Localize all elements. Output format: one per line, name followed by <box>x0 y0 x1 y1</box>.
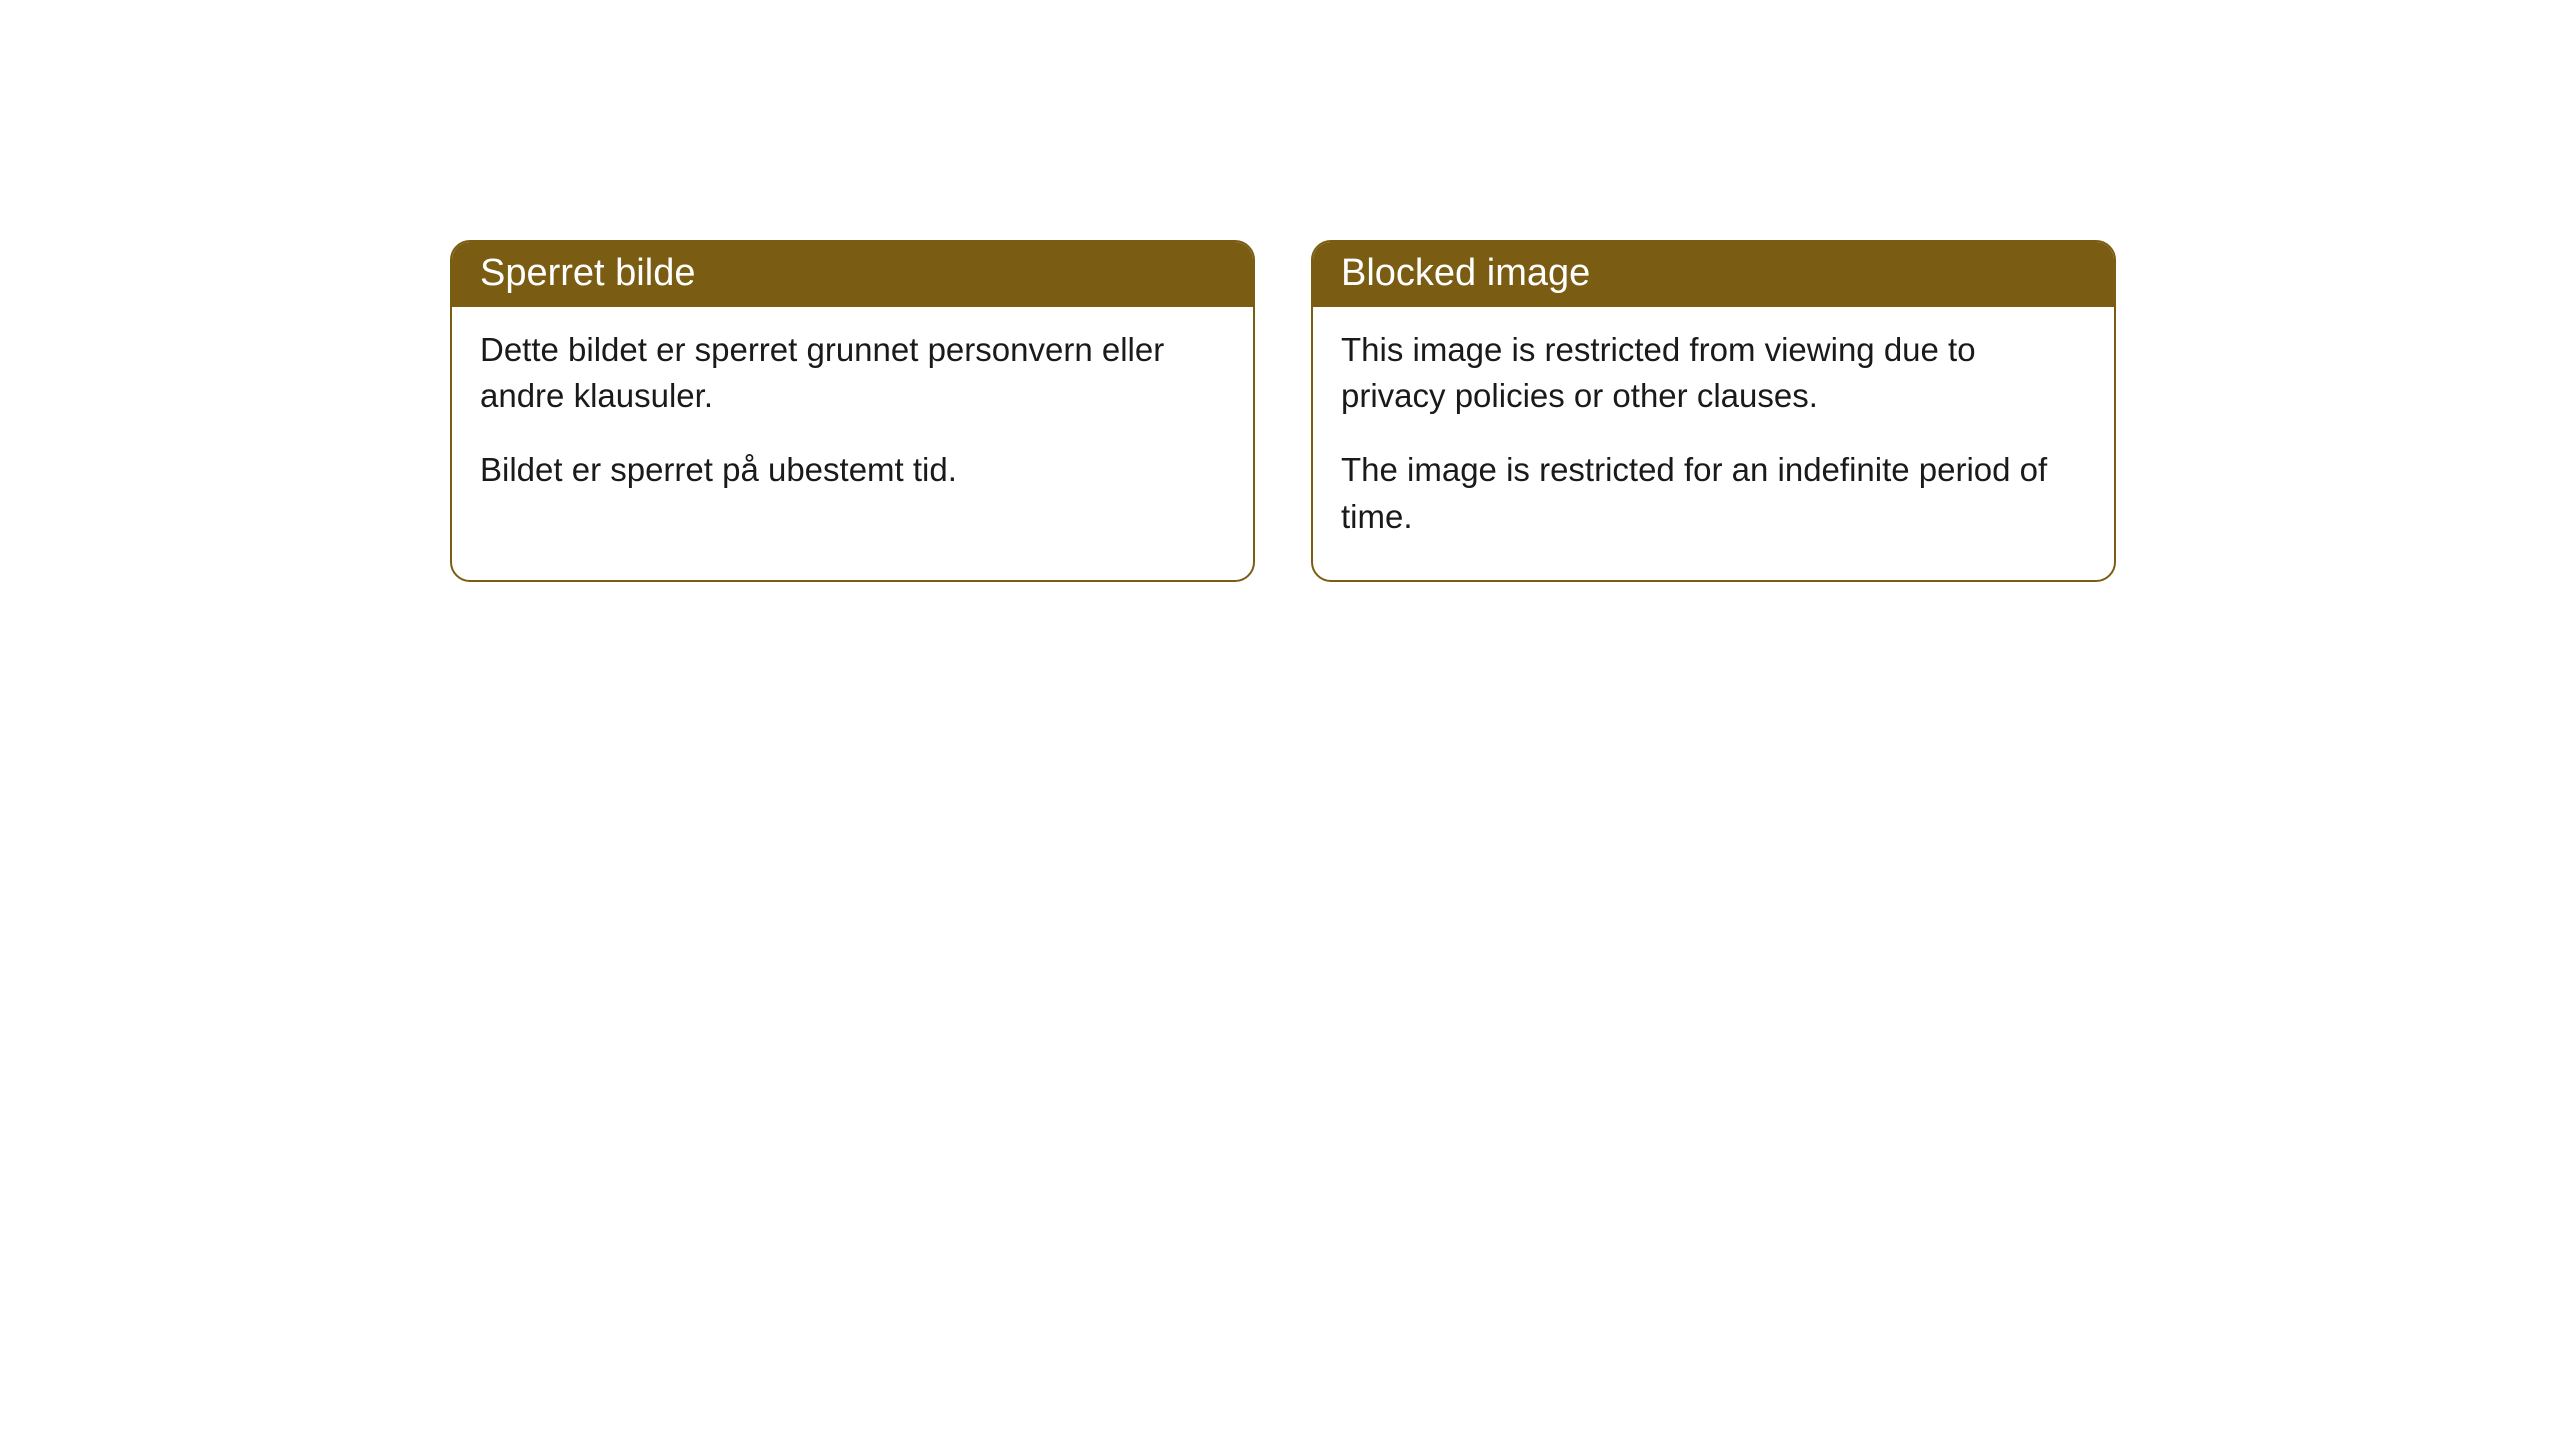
card-header-english: Blocked image <box>1313 242 2114 307</box>
notice-card-norwegian: Sperret bilde Dette bildet er sperret gr… <box>450 240 1255 582</box>
notice-text-1-no: Dette bildet er sperret grunnet personve… <box>480 327 1225 419</box>
notice-card-english: Blocked image This image is restricted f… <box>1311 240 2116 582</box>
card-body-norwegian: Dette bildet er sperret grunnet personve… <box>452 307 1253 534</box>
card-header-norwegian: Sperret bilde <box>452 242 1253 307</box>
notice-text-2-en: The image is restricted for an indefinit… <box>1341 447 2086 539</box>
notice-cards-container: Sperret bilde Dette bildet er sperret gr… <box>0 0 2560 582</box>
card-body-english: This image is restricted from viewing du… <box>1313 307 2114 580</box>
notice-text-1-en: This image is restricted from viewing du… <box>1341 327 2086 419</box>
notice-text-2-no: Bildet er sperret på ubestemt tid. <box>480 447 1225 493</box>
